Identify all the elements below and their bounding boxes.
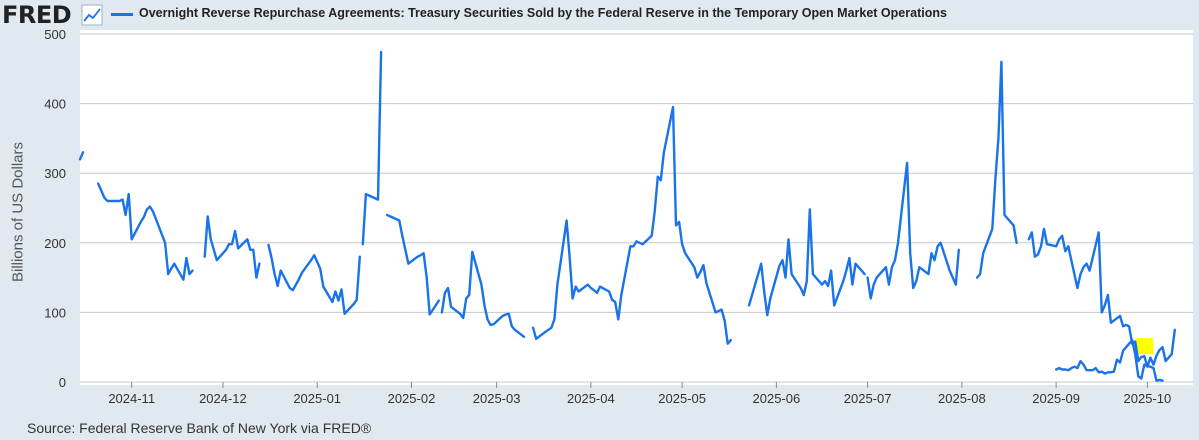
y-tick-label: 0 xyxy=(59,375,66,390)
plot-background xyxy=(80,30,1193,385)
series-line xyxy=(203,215,261,279)
chart-header: FRED Overnight Reverse Repurchase Agreem… xyxy=(0,0,1199,30)
y-tick-label: 400 xyxy=(44,97,66,112)
series-line xyxy=(78,151,85,161)
x-tick-label: 2025-10 xyxy=(1124,391,1172,406)
grid-lines xyxy=(80,33,1193,383)
series-line xyxy=(975,60,1018,279)
series-line xyxy=(747,208,866,317)
trend-line-icon xyxy=(81,4,103,26)
x-tick-label: 2025-01 xyxy=(293,391,341,406)
series-line xyxy=(531,105,732,345)
x-tick-label: 2025-07 xyxy=(844,391,892,406)
series-line xyxy=(440,250,526,338)
y-tick-label: 100 xyxy=(44,305,66,320)
series-line xyxy=(96,182,194,281)
series-line xyxy=(1027,227,1177,368)
y-tick-label: 300 xyxy=(44,166,66,181)
series-line xyxy=(361,50,383,246)
series-line xyxy=(267,243,361,315)
x-tick-label: 2025-06 xyxy=(753,391,801,406)
y-tick-label: 200 xyxy=(44,236,66,251)
y-tick-labels: 0 100 200 300 400 500 xyxy=(44,27,66,390)
series-line xyxy=(866,161,960,300)
x-tick-label: 2025-04 xyxy=(567,391,615,406)
series-line xyxy=(1054,339,1164,382)
x-tick-label: 2025-03 xyxy=(473,391,521,406)
series-lines xyxy=(78,50,1177,382)
x-tick-label: 2025-05 xyxy=(658,391,706,406)
fred-logo[interactable]: FRED xyxy=(2,1,72,29)
y-tick-label: 500 xyxy=(44,27,66,42)
series-line xyxy=(385,213,440,316)
legend-line-swatch xyxy=(111,13,133,16)
source-note: Source: Federal Reserve Bank of New York… xyxy=(27,420,372,436)
x-tick-label: 2024-12 xyxy=(199,391,247,406)
x-tick-labels: 2024-11 2024-12 2025-01 2025-02 2025-03 2025-… xyxy=(108,382,1171,406)
x-tick-label: 2025-08 xyxy=(938,391,986,406)
x-tick-label: 2025-02 xyxy=(388,391,436,406)
x-tick-label: 2024-11 xyxy=(108,391,155,406)
chart-title: Overnight Reverse Repurchase Agreements:… xyxy=(139,6,947,20)
x-tick-label: 2025-09 xyxy=(1032,391,1080,406)
highlight-marker xyxy=(1135,338,1154,355)
